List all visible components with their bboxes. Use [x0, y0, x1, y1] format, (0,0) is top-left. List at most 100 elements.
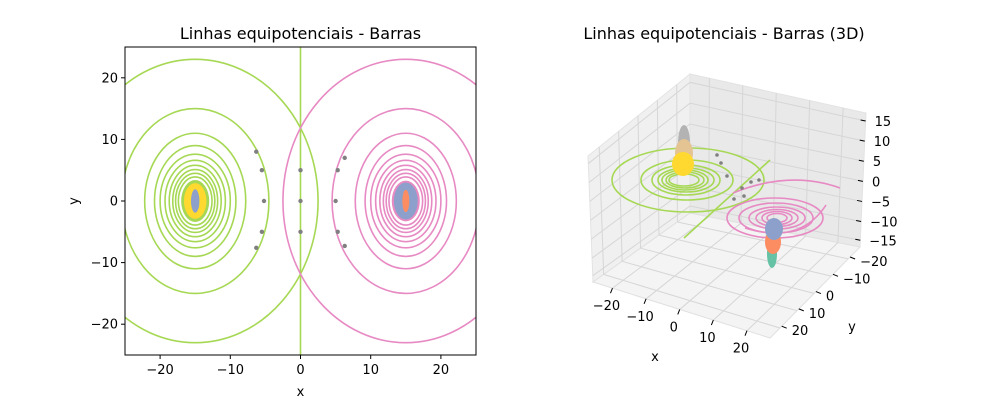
grid-line	[621, 260, 798, 312]
data-point	[254, 149, 259, 154]
grid-line	[598, 146, 605, 275]
x-tick-mark-3d	[643, 298, 647, 304]
data-point	[335, 229, 340, 234]
y-tick-label-3d: 0	[826, 290, 834, 305]
contour-line-left	[164, 159, 227, 243]
contour-line-right	[382, 168, 430, 234]
y-tick-label: 0	[110, 195, 118, 210]
contour-line-left	[159, 153, 232, 249]
contour-line	[744, 204, 827, 234]
data-point	[333, 198, 338, 204]
grid-line	[658, 234, 832, 277]
contour-line-left	[125, 107, 270, 295]
y-axis-label-3d: y	[848, 320, 856, 335]
grey-points-3d	[715, 153, 761, 201]
data-point	[740, 186, 744, 190]
y-tick-mark-3d	[849, 256, 856, 260]
grid-line	[708, 78, 710, 217]
data-point	[342, 243, 347, 249]
grid-line	[645, 222, 742, 300]
grid-line	[805, 100, 811, 237]
data-point	[335, 168, 340, 173]
data-point	[732, 197, 736, 201]
grid-line	[618, 131, 623, 262]
contour-area	[125, 47, 476, 355]
grid-line	[640, 247, 815, 294]
data-point	[298, 168, 303, 173]
grid-line	[612, 216, 709, 289]
pane-grid	[587, 78, 866, 332]
data-point	[749, 180, 753, 184]
y-tick-label: 10	[101, 133, 118, 148]
right-bar-surface-3d	[765, 218, 783, 268]
left-bar-surface-3d	[672, 125, 694, 176]
contour-line-right	[374, 159, 437, 243]
y-tick-mark-3d	[815, 291, 822, 295]
bar-core-right	[402, 189, 410, 213]
data-point	[259, 168, 265, 173]
data-point	[725, 174, 729, 178]
contour-line-left	[125, 58, 319, 344]
y-axis-ticks: −20 −10 0 10 20	[91, 71, 125, 333]
y-tick-label-3d: −20	[860, 255, 887, 270]
z-tick-mark-3d	[856, 220, 862, 223]
x-tick-label: 10	[362, 363, 379, 378]
contour-line	[683, 159, 771, 239]
x-tick-label-3d: 20	[733, 342, 750, 357]
contour-line-left	[143, 132, 247, 270]
x-tick-label-3d: −20	[593, 299, 620, 314]
contour-line-right	[354, 132, 458, 270]
x-tick-label-3d: −10	[626, 310, 653, 325]
data-point	[298, 198, 303, 204]
contour-line-left	[174, 172, 216, 230]
surface-patch	[672, 152, 694, 176]
chart-title-2d: Linhas equipotenciais - Barras	[180, 24, 421, 43]
data-point	[757, 178, 761, 182]
y-tick-label: 20	[101, 71, 118, 86]
data-point	[742, 194, 746, 198]
contour-plot-3d: Linhas equipotenciais - Barras (3D)	[583, 24, 897, 365]
floor-pane	[591, 212, 862, 339]
y-tick-label-3d: −10	[843, 272, 870, 287]
z-tick-label-3d: 15	[875, 115, 892, 130]
contour-line-left	[171, 168, 219, 234]
x-axis-ticks: −20 −10 0 10 20	[146, 355, 449, 378]
grid-line	[589, 123, 864, 202]
contour-line-right	[385, 172, 427, 230]
z-tick-label-3d: −5	[871, 195, 890, 210]
z-tick-label-3d: −15	[869, 234, 896, 249]
grid-line	[677, 221, 849, 260]
z-tick-mark-3d	[859, 139, 865, 142]
z-tick-label-3d: −10	[870, 216, 897, 231]
contour-line-right	[379, 164, 433, 238]
contour-line-left	[168, 164, 222, 238]
z-tick-mark-3d	[858, 159, 864, 162]
data-point	[261, 198, 267, 204]
x-tick-label: −10	[217, 363, 244, 378]
contour-line-left	[153, 144, 237, 258]
surface-patch	[765, 218, 783, 240]
contour-line-right	[364, 144, 448, 258]
y-tick-label: −10	[91, 256, 118, 271]
grid-line	[837, 107, 844, 243]
x-tick-label: −20	[146, 363, 173, 378]
grid-line	[588, 102, 865, 183]
grid-line	[637, 115, 642, 249]
x-tick-mark-3d	[677, 309, 681, 315]
data-point	[719, 161, 723, 165]
y-axis-label: y	[67, 197, 82, 205]
z-tick-label-3d: 0	[872, 175, 880, 190]
y-tick-label-3d: 20	[792, 324, 809, 339]
x-tick-mark-3d	[744, 330, 748, 336]
x-tick-mark-3d	[610, 287, 613, 294]
grid-line	[713, 235, 806, 321]
data-point	[298, 229, 303, 234]
x-tick-label: 0	[296, 363, 304, 378]
z-tick-mark-3d	[856, 199, 863, 202]
grid-line	[591, 186, 862, 259]
y-tick-mark-3d	[832, 273, 839, 277]
x-tick-label-3d: 0	[670, 320, 678, 335]
contour-line-right	[388, 176, 424, 226]
